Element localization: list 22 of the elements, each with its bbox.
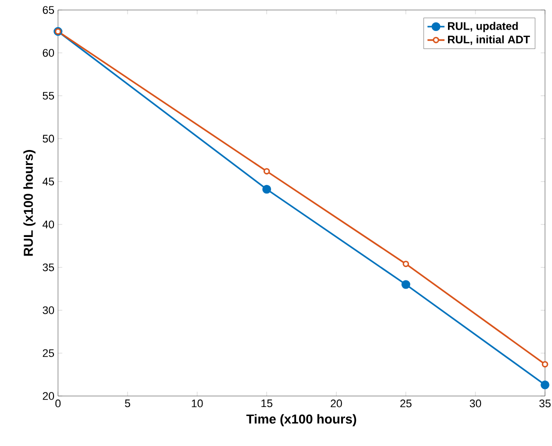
x-tick-label: 0 (55, 400, 61, 408)
x-tick-label: 20 (330, 400, 342, 408)
y-axis-title: RUL (x100 hours) (23, 150, 36, 256)
y-tick-label: 25 (42, 349, 54, 357)
legend-label: RUL, updated (448, 22, 518, 32)
x-tick-label: 10 (192, 400, 203, 408)
y-tick-label: 45 (42, 178, 54, 186)
y-tick-label: 55 (42, 92, 54, 100)
x-tick-label: 15 (261, 400, 272, 408)
x-tick-label: 25 (400, 400, 412, 408)
x-tick-label: 35 (539, 400, 551, 408)
x-tick-label: 30 (470, 400, 482, 408)
y-tick-label: 30 (42, 306, 54, 314)
x-axis-title: Time (x100 hours) (246, 414, 356, 426)
y-tick-label: 65 (42, 6, 54, 14)
legend-label: RUL, initial ADT (448, 35, 530, 45)
y-tick-label: 40 (42, 220, 54, 228)
y-tick-label: 35 (42, 263, 54, 272)
x-tick-label: 5 (124, 400, 130, 408)
y-tick-label: 20 (42, 392, 54, 400)
y-tick-label: 50 (42, 134, 54, 143)
y-tick-label: 60 (42, 49, 54, 57)
